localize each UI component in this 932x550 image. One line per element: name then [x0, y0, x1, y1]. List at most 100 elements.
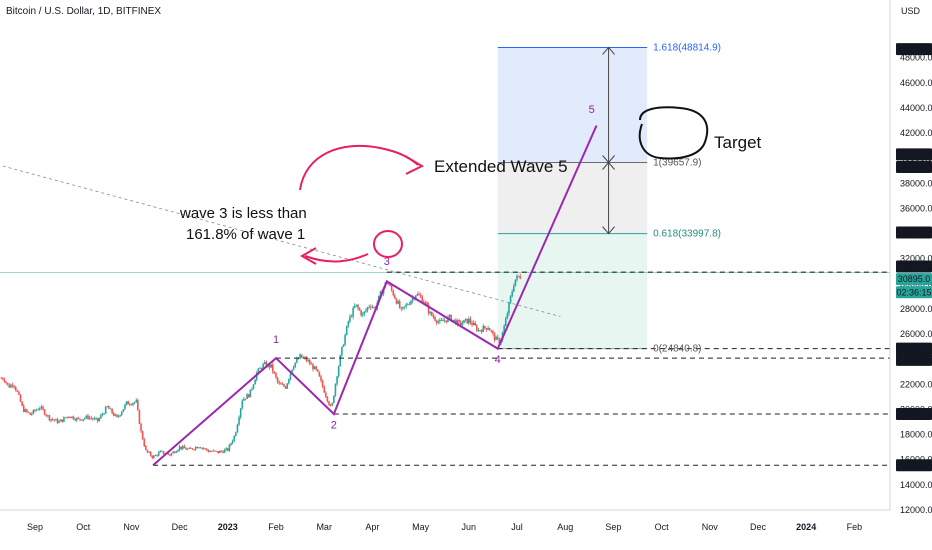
candle — [212, 450, 215, 452]
candle — [75, 417, 78, 421]
candle — [434, 317, 436, 321]
candle — [360, 310, 362, 316]
candle — [320, 376, 322, 381]
candle — [349, 316, 351, 322]
candle — [442, 320, 444, 322]
candle — [270, 364, 272, 368]
candle — [336, 376, 338, 384]
x-tick-label: Feb — [847, 522, 863, 532]
candle — [85, 415, 88, 419]
candle — [243, 398, 245, 401]
candle — [492, 331, 494, 334]
price-label-box — [896, 286, 932, 299]
candle — [32, 409, 35, 414]
candle — [156, 455, 158, 456]
x-tick-label: Jun — [462, 522, 477, 532]
x-tick-label: May — [412, 522, 430, 532]
candle — [487, 328, 489, 330]
candle — [333, 395, 335, 404]
candle — [55, 419, 57, 421]
currency-label: USD — [901, 6, 921, 16]
y-tick-label: 46000.0 — [900, 78, 932, 88]
candle — [202, 447, 205, 449]
price-label: 30895.0 — [898, 274, 931, 284]
candle — [427, 304, 430, 314]
candle — [88, 417, 91, 419]
candle — [209, 451, 211, 453]
candle — [132, 403, 134, 405]
candle — [424, 302, 427, 303]
candle — [471, 322, 473, 326]
candle — [24, 409, 27, 412]
candle — [265, 362, 268, 367]
candle — [445, 320, 448, 323]
candle — [506, 313, 509, 319]
candle — [11, 384, 14, 386]
candle — [512, 286, 515, 292]
candle — [124, 404, 126, 410]
candle — [122, 409, 125, 412]
candle — [119, 415, 121, 417]
candle — [357, 304, 359, 309]
candle — [254, 379, 256, 385]
candle — [79, 418, 81, 420]
candle — [18, 391, 20, 395]
chart-title: Bitcoin / U.S. Dollar, 1D, BITFINEX — [6, 6, 162, 17]
wave-label: 1 — [273, 334, 279, 346]
candle — [26, 409, 28, 412]
candle — [103, 413, 105, 415]
candle — [198, 447, 200, 449]
candle — [262, 363, 264, 370]
candle — [323, 386, 325, 393]
y-tick-label: 28000.0 — [900, 304, 932, 314]
candle — [419, 295, 422, 297]
candle — [260, 368, 263, 370]
candle — [169, 454, 171, 456]
candle — [503, 326, 505, 333]
candle — [146, 449, 149, 453]
candle — [339, 355, 342, 367]
price-label-box — [896, 148, 932, 161]
candle — [498, 338, 501, 344]
candle — [13, 385, 15, 387]
candle — [400, 308, 403, 309]
pink-arrow-curve — [299, 144, 419, 191]
candle — [10, 384, 12, 388]
candle — [8, 384, 11, 388]
candle — [170, 453, 173, 456]
price-label: 39778.7 — [898, 149, 931, 159]
candle — [437, 321, 440, 323]
wave-path — [152, 125, 598, 466]
candle — [137, 400, 139, 411]
annotations: 1 2 3 4 5 Extended Wave 5 wave 3 is less than 1… — [179, 46, 762, 431]
candle — [331, 403, 334, 406]
candle — [325, 392, 327, 397]
price-label: 34090.8 — [898, 227, 931, 237]
pink-circle — [373, 230, 403, 258]
candle — [27, 411, 30, 413]
candle — [71, 416, 73, 418]
candle — [228, 444, 231, 451]
candle — [84, 418, 86, 420]
x-tick-label: Aug — [557, 522, 573, 532]
candle — [201, 447, 203, 449]
candle — [5, 381, 7, 383]
candle — [246, 394, 248, 399]
candle — [273, 371, 276, 374]
candle — [98, 418, 101, 422]
candle — [111, 408, 113, 414]
y-tick-label: 48000.0 — [900, 53, 932, 63]
candle — [128, 404, 131, 406]
candle — [204, 448, 207, 450]
candle — [193, 449, 195, 451]
candle — [369, 306, 372, 308]
candle — [64, 417, 67, 419]
wave-label: 5 — [589, 104, 595, 116]
candle — [408, 304, 411, 306]
price-label-box — [896, 342, 932, 355]
drawing-lines — [0, 125, 890, 466]
candle — [188, 447, 191, 449]
y-tick-label: 18000.0 — [900, 430, 932, 440]
candle — [345, 326, 348, 336]
